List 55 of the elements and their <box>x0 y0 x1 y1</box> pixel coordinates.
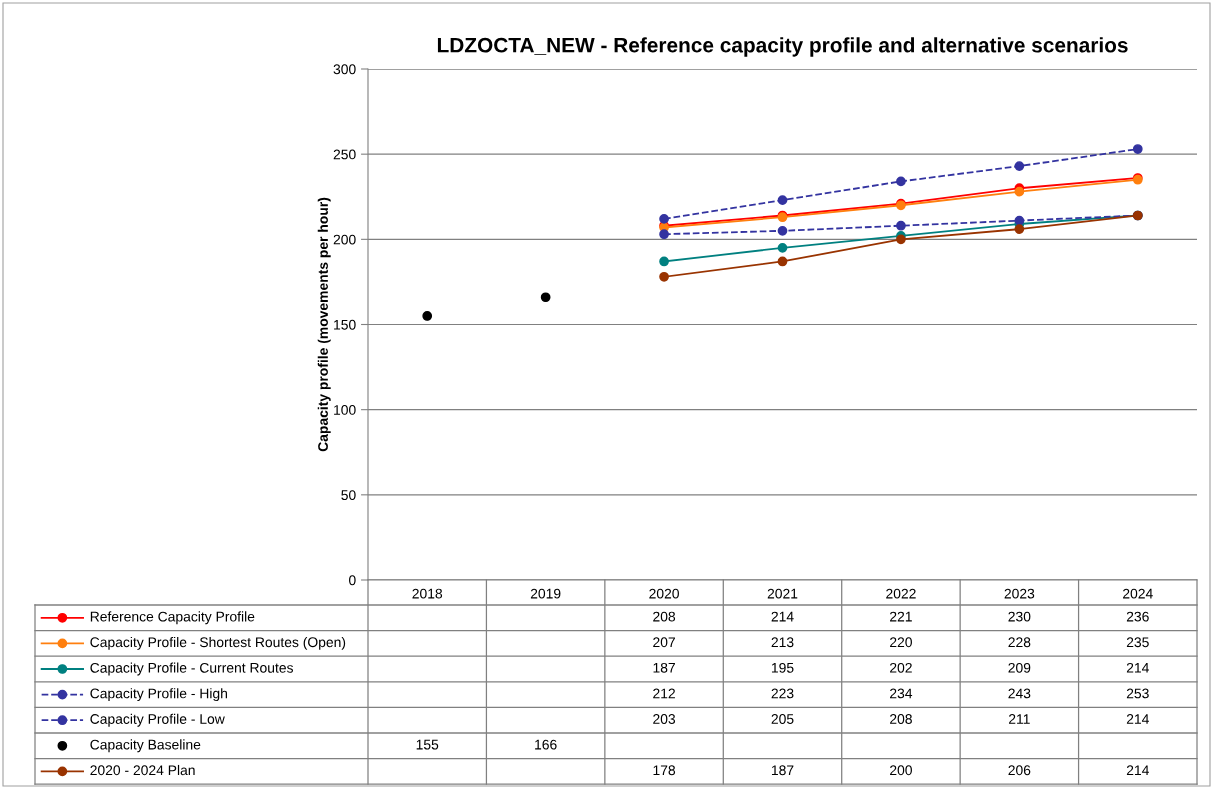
y-tick-label: 0 <box>349 575 356 586</box>
data-label: 205 <box>771 714 794 724</box>
data-label: 211 <box>1008 714 1030 724</box>
data-label: 228 <box>1008 637 1031 648</box>
legend-label: Reference Capacity Profile <box>90 611 255 625</box>
data-label: 235 <box>1126 637 1149 648</box>
chart-title: LDZOCTA_NEW - Reference capacity profile and alternative scenarios <box>437 37 1128 57</box>
data-label: 178 <box>653 765 676 776</box>
x-tick-label: 2019 <box>530 588 561 599</box>
data-label: 234 <box>890 688 913 699</box>
data-label: 214 <box>1126 662 1149 673</box>
legend-label: Capacity Profile - High <box>90 688 227 702</box>
data-label: 253 <box>1126 688 1149 699</box>
legend-label: Capacity Profile - Shortest Routes (Open) <box>90 636 346 650</box>
x-tick-label: 2023 <box>1004 588 1035 599</box>
data-label: 195 <box>771 662 794 673</box>
data-label: 223 <box>771 688 794 699</box>
data-label: 213 <box>771 637 794 648</box>
data-label: 209 <box>1008 662 1031 673</box>
data-label: 203 <box>653 714 676 724</box>
y-tick-label: 300 <box>333 64 356 75</box>
y-tick-label: 150 <box>334 319 356 330</box>
data-label: 155 <box>416 739 439 750</box>
legend-label: 2020 - 2024 Plan <box>90 764 195 776</box>
x-tick-label: 2021 <box>767 588 798 599</box>
data-label: 166 <box>535 739 557 750</box>
data-label: 206 <box>1008 765 1031 776</box>
data-label: 214 <box>1126 714 1149 724</box>
y-tick-label: 200 <box>333 234 356 245</box>
data-label: 187 <box>771 765 794 776</box>
y-tick-label: 100 <box>334 405 356 415</box>
x-tick-label: 2022 <box>886 588 916 599</box>
data-label: 214 <box>771 611 794 622</box>
data-label: 220 <box>890 637 912 648</box>
data-label: 212 <box>653 688 675 699</box>
legend-label: Capacity Profile - Current Routes <box>90 662 293 676</box>
legend-label: Capacity Baseline <box>90 739 201 753</box>
y-tick-label: 50 <box>341 490 356 500</box>
x-tick-label: 2018 <box>412 588 443 599</box>
data-label: 200 <box>890 765 912 776</box>
y-tick-label: 250 <box>333 149 356 160</box>
data-label: 208 <box>890 714 912 724</box>
data-label: 243 <box>1008 688 1031 699</box>
data-label: 221 <box>890 611 912 622</box>
data-label: 214 <box>1126 765 1149 775</box>
x-tick-label: 2024 <box>1123 588 1153 599</box>
data-label: 202 <box>890 662 912 673</box>
x-tick-label: 2020 <box>649 588 679 599</box>
data-label: 208 <box>653 611 676 622</box>
data-label: 236 <box>1126 611 1149 622</box>
data-label: 230 <box>1008 611 1031 622</box>
data-label: 207 <box>653 637 675 648</box>
data-label: 187 <box>653 662 675 673</box>
y-axis-title: Capacity profile (movements per hour) <box>317 197 331 452</box>
legend-label: Capacity Profile - Low <box>90 713 225 727</box>
